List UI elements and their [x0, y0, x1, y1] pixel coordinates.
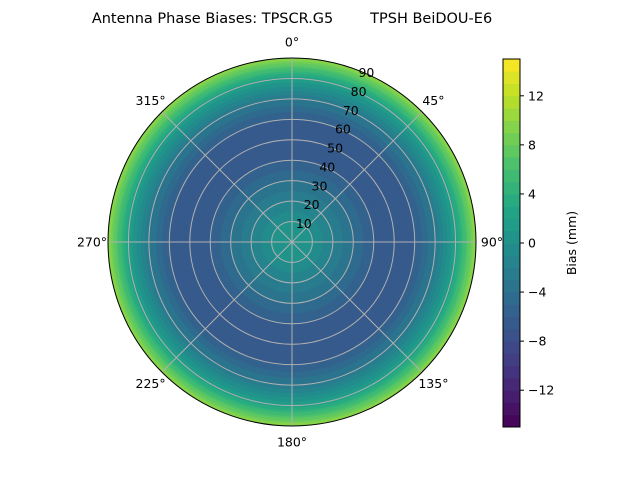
colorbar-tick-label: 0 — [528, 236, 536, 251]
colorbar-level — [503, 304, 520, 318]
colorbar-level — [503, 132, 520, 146]
colorbar-tick-label: −12 — [528, 383, 554, 398]
polar-grid — [108, 58, 476, 426]
colorbar-level — [503, 181, 520, 195]
angle-tick-label: 45° — [422, 93, 444, 108]
colorbar-level — [503, 120, 520, 134]
polar-frame — [107, 57, 477, 427]
colorbar-level — [503, 243, 520, 256]
radial-tick-label: 40 — [319, 159, 335, 174]
radial-tick-label: 70 — [343, 103, 359, 118]
colorbar-label: Bias (mm) — [564, 211, 579, 275]
colorbar-level — [503, 402, 520, 416]
colorbar-level — [503, 218, 520, 232]
colorbar-level — [503, 83, 520, 97]
colorbar-level — [503, 230, 520, 244]
radial-tick-label: 30 — [312, 178, 328, 193]
radial-tick-label: 90 — [358, 65, 374, 80]
colorbar-level — [503, 390, 520, 403]
colorbar-level — [503, 157, 520, 170]
angular-gridline — [291, 241, 423, 373]
colorbar-level — [503, 292, 520, 305]
colorbar-level — [503, 71, 520, 85]
colorbar-level — [503, 59, 520, 72]
colorbar-tick-label: 12 — [528, 88, 544, 103]
radial-tick-label: 60 — [335, 122, 351, 137]
colorbar-level — [503, 206, 520, 219]
angle-tick-label: 180° — [277, 435, 307, 450]
angle-tick-label: 225° — [136, 376, 166, 391]
colorbar-tick-label: 8 — [528, 137, 536, 152]
angular-gridline — [161, 111, 293, 243]
colorbar-level — [503, 377, 520, 391]
angle-tick-label: 90° — [481, 235, 503, 250]
colorbar-level — [503, 365, 520, 379]
colorbar-level — [503, 414, 520, 428]
angle-tick-label: 315° — [136, 93, 166, 108]
colorbar-level — [503, 279, 520, 293]
radial-tick-labels: 10 20 30 40 50 60 70 80 90 — [296, 65, 375, 231]
colorbar: −12 −8 −4 0 4 8 12 — [502, 58, 554, 428]
colorbar-level — [503, 255, 520, 269]
colorbar-level — [503, 193, 520, 207]
angular-gridline — [291, 111, 423, 243]
angular-gridline — [161, 241, 293, 373]
angle-tick-label: 270° — [77, 235, 107, 250]
radial-tick-label: 10 — [296, 216, 312, 231]
angle-tick-label: 135° — [418, 376, 448, 391]
colorbar-level — [503, 169, 520, 183]
colorbar-level — [503, 328, 520, 342]
colorbar-level — [503, 144, 520, 158]
colorbar-tick-label: 4 — [528, 186, 536, 201]
colorbar-tick-label: −4 — [528, 285, 546, 300]
colorbar-level — [503, 108, 520, 121]
angle-tick-labels: 0° 45° 90° 135° 180° 225° 270° 315° — [77, 35, 503, 450]
colorbar-level — [503, 267, 520, 281]
colorbar-level — [503, 95, 520, 109]
colorbar-level — [503, 341, 520, 354]
radial-tick-label: 50 — [327, 141, 343, 156]
colorbar-level — [503, 353, 520, 367]
colorbar-level — [503, 316, 520, 330]
chart-title: Antenna Phase Biases: TPSCR.G5 TPSH BeiD… — [92, 11, 492, 27]
colorbar-tick-label: −8 — [528, 334, 546, 349]
radial-tick-label: 80 — [351, 84, 367, 99]
radial-tick-label: 20 — [304, 197, 320, 212]
angle-tick-label: 0° — [285, 35, 299, 50]
